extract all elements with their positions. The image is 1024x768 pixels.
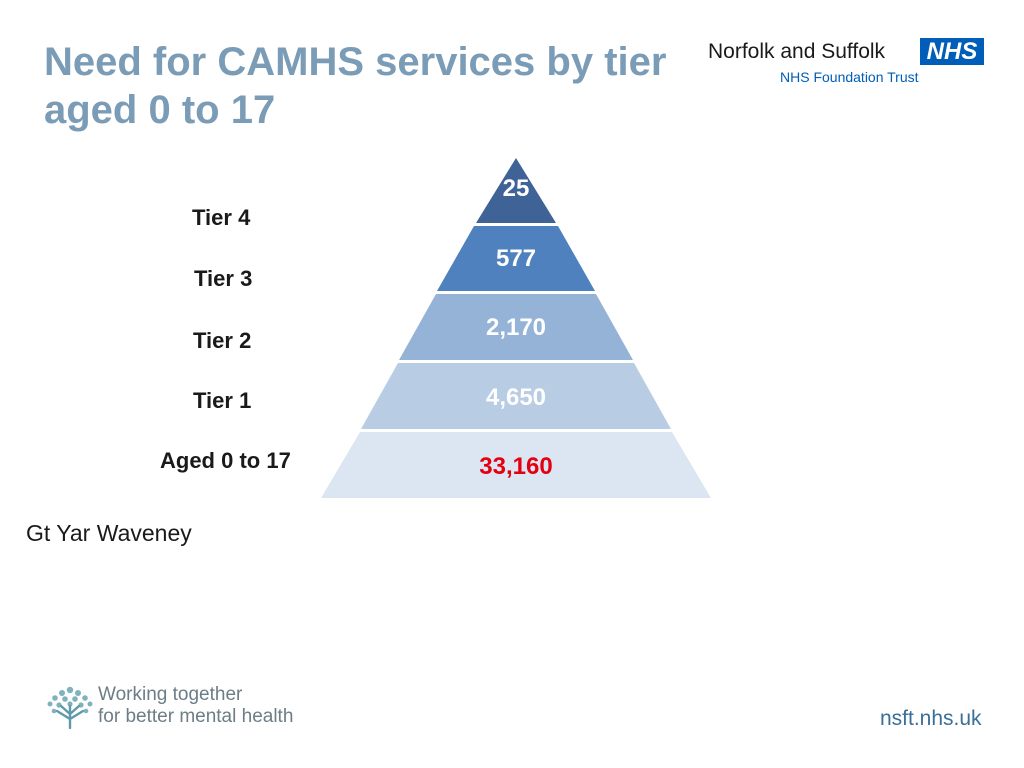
footer-tagline: Working together for better mental healt… bbox=[44, 684, 344, 730]
nhs-trust-logo: Norfolk and Suffolk NHS NHS Foundation T… bbox=[708, 38, 988, 88]
slide-title: Need for CAMHS services by tier aged 0 t… bbox=[44, 38, 684, 134]
tree-icon bbox=[47, 686, 93, 730]
website-link[interactable]: nsft.nhs.uk bbox=[880, 707, 982, 730]
pyramid-tier-2 bbox=[399, 294, 633, 360]
pyramid-aged-0-17 bbox=[321, 432, 711, 498]
trust-subtitle: NHS Foundation Trust bbox=[780, 69, 919, 85]
place-name: Gt Yar Waveney bbox=[26, 520, 192, 546]
aged-0-17-label: Aged 0 to 17 bbox=[160, 448, 291, 473]
tier-2-value: 2,170 bbox=[486, 314, 546, 341]
tier-4-label: Tier 4 bbox=[192, 205, 251, 230]
tagline-line-2: for better mental health bbox=[98, 706, 294, 727]
tier-3-label: Tier 3 bbox=[194, 266, 253, 291]
pyramid-tier-4 bbox=[476, 158, 556, 223]
tagline-text: Working together for better mental healt… bbox=[98, 684, 293, 728]
tier-3-value: 577 bbox=[496, 245, 536, 272]
tagline-line-1: Working together bbox=[98, 684, 243, 705]
nhs-badge: NHS bbox=[920, 38, 984, 65]
tier-1-label: Tier 1 bbox=[193, 388, 252, 413]
title-line-2: aged 0 to 17 bbox=[44, 88, 276, 132]
tier-1-value: 4,650 bbox=[486, 384, 546, 411]
pyramid-tier-3 bbox=[437, 226, 595, 291]
aged-0-17-value: 33,160 bbox=[479, 453, 552, 480]
title-line-1: Need for CAMHS services by tier bbox=[44, 40, 667, 84]
trust-name: Norfolk and Suffolk bbox=[708, 40, 886, 63]
pyramid-tier-1 bbox=[361, 363, 671, 429]
tier-4-value: 25 bbox=[503, 175, 530, 202]
tier-2-label: Tier 2 bbox=[193, 328, 252, 353]
